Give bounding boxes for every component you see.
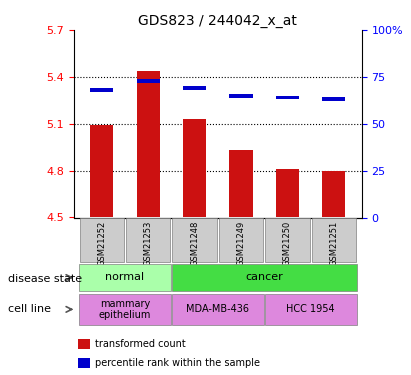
FancyBboxPatch shape bbox=[172, 218, 217, 262]
Text: GSM21250: GSM21250 bbox=[283, 221, 292, 266]
FancyBboxPatch shape bbox=[172, 264, 357, 291]
Bar bbox=[90, 125, 113, 218]
Text: GSM21252: GSM21252 bbox=[97, 221, 106, 266]
Text: GSM21248: GSM21248 bbox=[190, 221, 199, 267]
Bar bbox=[183, 119, 206, 218]
Text: HCC 1954: HCC 1954 bbox=[286, 304, 335, 314]
Text: disease state: disease state bbox=[8, 274, 82, 284]
Bar bbox=[90, 88, 113, 92]
Bar bbox=[276, 169, 299, 217]
Bar bbox=[229, 94, 253, 98]
Text: GSM21249: GSM21249 bbox=[237, 221, 245, 266]
FancyBboxPatch shape bbox=[265, 294, 357, 324]
FancyBboxPatch shape bbox=[126, 218, 171, 262]
FancyBboxPatch shape bbox=[312, 218, 356, 262]
Text: MDA-MB-436: MDA-MB-436 bbox=[186, 304, 249, 314]
Bar bbox=[136, 70, 160, 217]
FancyBboxPatch shape bbox=[265, 218, 310, 262]
Bar bbox=[229, 150, 253, 217]
FancyBboxPatch shape bbox=[219, 218, 263, 262]
Text: transformed count: transformed count bbox=[95, 339, 185, 349]
Title: GDS823 / 244042_x_at: GDS823 / 244042_x_at bbox=[139, 13, 297, 28]
Text: GSM21251: GSM21251 bbox=[329, 221, 338, 266]
Text: percentile rank within the sample: percentile rank within the sample bbox=[95, 358, 259, 368]
Text: cell line: cell line bbox=[8, 304, 51, 314]
Bar bbox=[183, 86, 206, 90]
Text: GSM21253: GSM21253 bbox=[144, 221, 153, 267]
Bar bbox=[322, 98, 345, 101]
Text: normal: normal bbox=[106, 273, 145, 282]
Bar bbox=[322, 171, 345, 217]
Text: mammary
epithelium: mammary epithelium bbox=[99, 298, 151, 320]
FancyBboxPatch shape bbox=[80, 218, 124, 262]
Bar bbox=[276, 96, 299, 99]
Text: cancer: cancer bbox=[245, 273, 283, 282]
FancyBboxPatch shape bbox=[79, 264, 171, 291]
Bar bbox=[136, 79, 160, 82]
FancyBboxPatch shape bbox=[79, 294, 171, 324]
FancyBboxPatch shape bbox=[172, 294, 264, 324]
